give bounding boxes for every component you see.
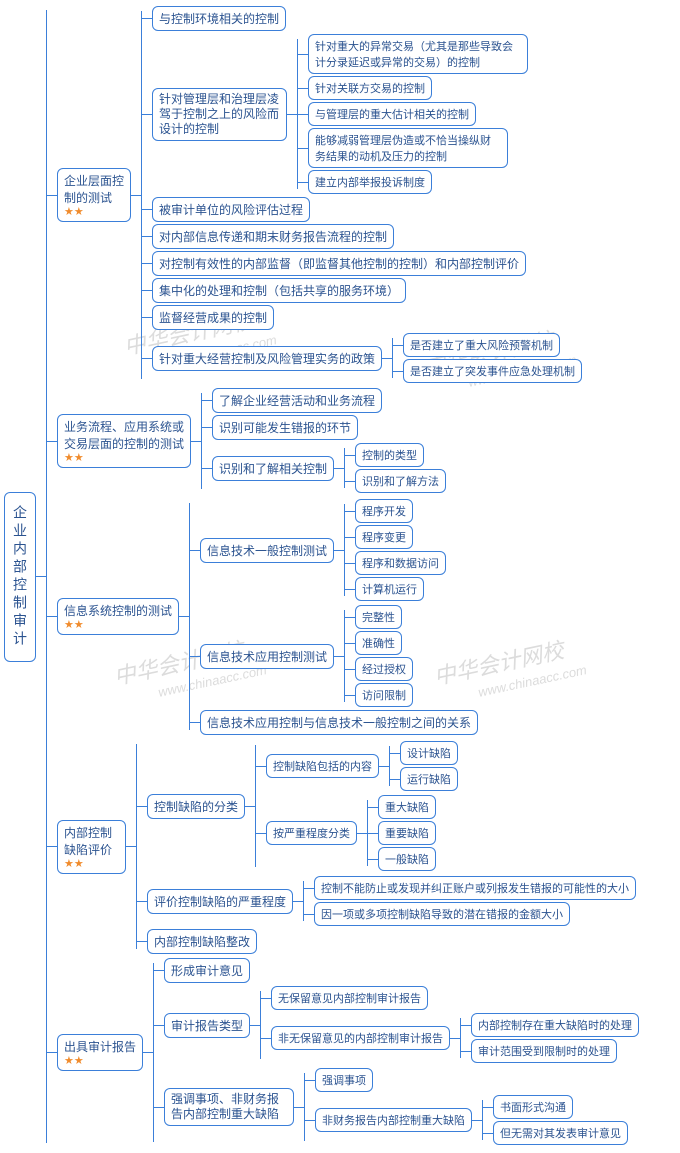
leaf: 与管理层的重大估计相关的控制 — [308, 102, 476, 126]
node: 控制缺陷的分类 — [147, 794, 245, 819]
node: 业务流程、应用系统或交易层面的控制的测试 ★★ — [57, 414, 191, 468]
level1-children: 企业层面控制的测试 ★★ 与控制环境相关的控制 针对管理层和治理层凌驾于控制之上… — [47, 4, 639, 1149]
leaf: 对控制有效性的内部监督（即监督其他控制的控制）和内部控制评价 — [152, 251, 526, 276]
leaf: 但无需对其发表审计意见 — [493, 1121, 628, 1145]
leaf: 形成审计意见 — [164, 958, 250, 983]
node: 评价控制缺陷的严重程度 — [147, 889, 293, 914]
node: 针对管理层和治理层凌驾于控制之上的风险而设计的控制 — [152, 88, 287, 141]
branch-defect-eval: 内部控制缺陷评价 ★★ 控制缺陷的分类 控制缺陷包括的内容 设 — [47, 738, 639, 955]
leaf: 监督经营成果的控制 — [152, 305, 274, 330]
leaf: 准确性 — [355, 631, 402, 655]
node: 企业层面控制的测试 ★★ — [57, 168, 131, 222]
leaf: 程序和数据访问 — [355, 551, 446, 575]
node: 非无保留意见的内部控制审计报告 — [271, 1026, 450, 1050]
leaf: 控制不能防止或发现并纠正账户或列报发生错报的可能性的大小 — [314, 876, 636, 900]
leaf: 针对关联方交易的控制 — [308, 76, 432, 100]
node: 按严重程度分类 — [266, 821, 357, 845]
leaf: 无保留意见内部控制审计报告 — [271, 986, 428, 1010]
leaf: 识别可能发生错报的环节 — [212, 415, 358, 440]
leaf: 能够减弱管理层伪造或不恰当操纵财务结果的动机及压力的控制 — [308, 128, 508, 168]
node: 强调事项、非财务报告内部控制重大缺陷 — [164, 1088, 294, 1126]
leaf: 强调事项 — [315, 1068, 373, 1092]
leaf: 重要缺陷 — [378, 821, 436, 845]
node: 出具审计报告 ★★ — [57, 1034, 143, 1071]
leaf: 重大缺陷 — [378, 795, 436, 819]
leaf: 审计范围受到限制时的处理 — [471, 1039, 617, 1063]
leaf: 建立内部举报投诉制度 — [308, 170, 432, 194]
node: 控制缺陷包括的内容 — [266, 754, 379, 778]
leaf: 是否建立了重大风险预警机制 — [403, 333, 560, 357]
leaf: 是否建立了突发事件应急处理机制 — [403, 359, 582, 383]
leaf: 被审计单位的风险评估过程 — [152, 197, 310, 222]
leaf: 对内部信息传递和期末财务报告流程的控制 — [152, 224, 394, 249]
leaf: 内部控制存在重大缺陷时的处理 — [471, 1013, 639, 1037]
leaf: 经过授权 — [355, 657, 413, 681]
leaf: 程序变更 — [355, 525, 413, 549]
node: 针对重大经营控制及风险管理实务的政策 — [152, 346, 382, 371]
leaf: 书面形式沟通 — [493, 1095, 573, 1119]
node: 信息技术一般控制测试 — [200, 538, 334, 563]
node: 识别和了解相关控制 — [212, 456, 334, 481]
node: 信息系统控制的测试 ★★ — [57, 598, 179, 635]
branch-info-system: 信息系统控制的测试 ★★ 信息技术一般控制测试 程序开发 程序变更 程序和数据访… — [47, 497, 639, 736]
mindmap: 企业内部控制审计 企业层面控制的测试 ★★ 与控制环境相关的控制 针对管理层和治… — [4, 4, 676, 1149]
leaf: 计算机运行 — [355, 577, 424, 601]
leaf: 内部控制缺陷整改 — [147, 929, 257, 954]
leaf: 了解企业经营活动和业务流程 — [212, 388, 382, 413]
node: 审计报告类型 — [164, 1013, 250, 1038]
leaf: 集中化的处理和控制（包括共享的服务环境） — [152, 278, 406, 303]
branch-enterprise-level: 企业层面控制的测试 ★★ 与控制环境相关的控制 针对管理层和治理层凌驾于控制之上… — [47, 5, 639, 385]
node: 非财务报告内部控制重大缺陷 — [315, 1108, 472, 1132]
leaf: 设计缺陷 — [400, 741, 458, 765]
leaf: 程序开发 — [355, 499, 413, 523]
leaf: 与控制环境相关的控制 — [152, 6, 286, 31]
node: 信息技术应用控制测试 — [200, 644, 334, 669]
leaf: 针对重大的异常交易（尤其是那些导致会计分录延迟或异常的交易）的控制 — [308, 34, 528, 74]
leaf: 完整性 — [355, 605, 402, 629]
branch-business-process: 业务流程、应用系统或交易层面的控制的测试 ★★ 了解企业经营活动和业务流程 识别… — [47, 387, 639, 495]
leaf: 运行缺陷 — [400, 767, 458, 791]
leaf: 一般缺陷 — [378, 847, 436, 871]
leaf: 因一项或多项控制缺陷导致的潜在错报的金额大小 — [314, 902, 570, 926]
root-node: 企业内部控制审计 — [4, 492, 36, 662]
node: 内部控制缺陷评价 ★★ — [57, 820, 126, 874]
leaf: 识别和了解方法 — [355, 469, 446, 493]
mindmap-container: 中华会计网校www.chinaacc.com 中华会计网校www.chinaac… — [4, 4, 676, 1149]
leaf: 访问限制 — [355, 683, 413, 707]
leaf: 信息技术应用控制与信息技术一般控制之间的关系 — [200, 710, 478, 735]
leaf: 控制的类型 — [355, 443, 424, 467]
branch-audit-report: 出具审计报告 ★★ 形成审计意见 审计报告类型 无保留意见内部控制审计报告 非无… — [47, 957, 639, 1148]
